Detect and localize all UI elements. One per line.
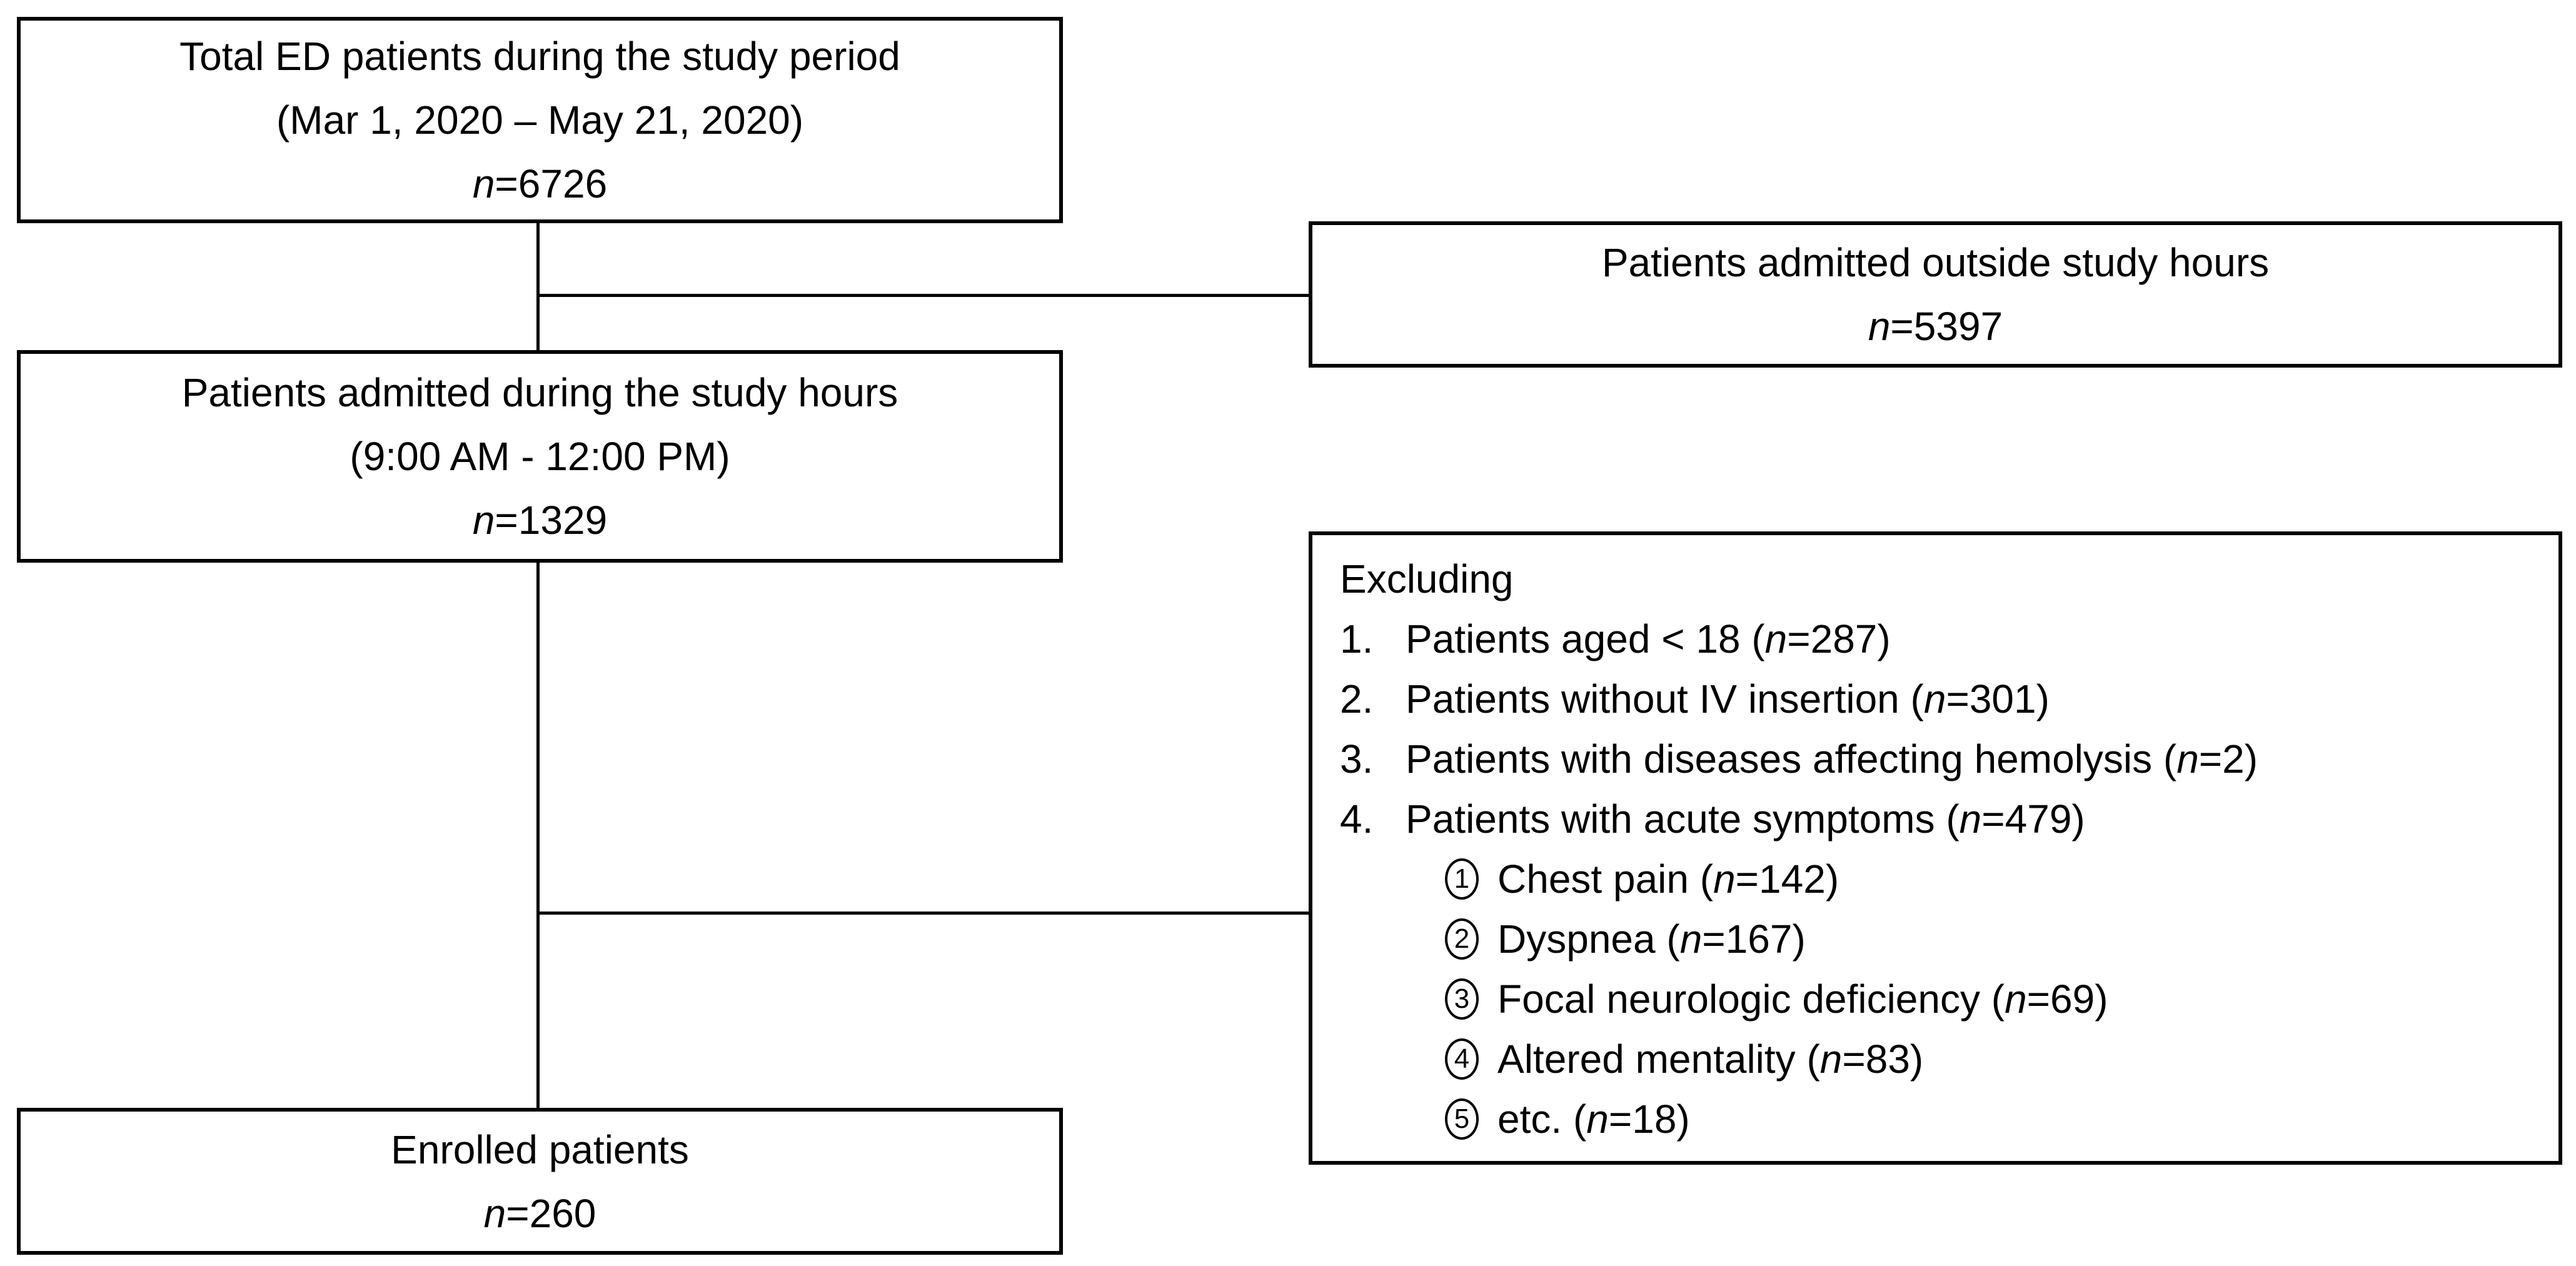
n-value: =301)	[1946, 676, 2050, 721]
subitem-text: etc. (n=18)	[1497, 1089, 1690, 1149]
list-number: 4.	[1340, 796, 1374, 841]
exclusion-subitem-1: 1 Chest pain (n=142)	[1445, 849, 2540, 909]
exclusion-subitem-4: 4 Altered mentality (n=83)	[1445, 1029, 2540, 1089]
n-symbol: n	[2176, 736, 2199, 781]
connector-during-to-enrolled	[536, 561, 540, 1110]
exclusion-item-text: Patients with diseases affecting hemolys…	[1406, 729, 2258, 789]
exclusion-item-2: 2. Patients without IV insertion (n=301)	[1340, 669, 2540, 729]
n-symbol: n	[1923, 676, 1946, 721]
n-symbol: n	[1713, 857, 1736, 902]
list-number: 3.	[1340, 736, 1374, 781]
n-value: =83)	[1842, 1037, 1924, 1082]
box-exclusion-criteria: Excluding 1. Patients aged < 18 (n=287) …	[1309, 531, 2562, 1165]
list-number: 2.	[1340, 676, 1374, 721]
item-text: Patients with diseases affecting hemolys…	[1406, 736, 2177, 781]
exclusion-item-3: 3. Patients with diseases affecting hemo…	[1340, 729, 2540, 789]
item-text: Altered mentality (	[1497, 1037, 1820, 1082]
circled-number: 1	[1454, 863, 1470, 894]
exclusion-subitem-2: 2 Dyspnea (n=167)	[1445, 909, 2540, 969]
n-value: =142)	[1735, 857, 1839, 902]
list-number: 1.	[1340, 616, 1374, 661]
circled-number-marker: 4	[1445, 1038, 1479, 1080]
item-text: Dyspnea (	[1497, 917, 1680, 962]
box-total-line2: (Mar 1, 2020 – May 21, 2020)	[276, 98, 804, 143]
n-value: =5397	[1890, 304, 2003, 349]
exclusion-item-text: Patients with acute symptoms (n=479)	[1406, 789, 2085, 849]
n-value: =69)	[2026, 977, 2108, 1022]
n-symbol: n	[472, 161, 495, 206]
exclusion-subitem-5: 5 etc. (n=18)	[1445, 1089, 2540, 1149]
box-during-line2: (9:00 AM - 12:00 PM)	[350, 434, 730, 479]
exclusion-item-4: 4. Patients with acute symptoms (n=479)	[1340, 789, 2540, 849]
box-during-study-hours: Patients admitted during the study hours…	[17, 350, 1063, 563]
n-value: =167)	[1702, 917, 1806, 962]
box-total-line1: Total ED patients during the study perio…	[179, 34, 900, 79]
connector-total-to-during	[536, 223, 540, 352]
connector-branch-excluding	[538, 912, 1309, 915]
n-symbol: n	[1868, 304, 1891, 349]
item-text: Patients aged < 18 (	[1406, 616, 1765, 661]
item-text: Focal neurologic deficiency (	[1497, 977, 2005, 1022]
n-symbol: n	[2005, 977, 2027, 1022]
exclusion-item-1: 1. Patients aged < 18 (n=287)	[1340, 609, 2540, 669]
exclusion-title: Excluding	[1340, 556, 1514, 601]
subitem-text: Focal neurologic deficiency (n=69)	[1497, 969, 2108, 1029]
box-during-count: n=1329	[473, 488, 607, 552]
n-symbol: n	[472, 498, 495, 543]
box-during-line1: Patients admitted during the study hours	[181, 370, 898, 415]
box-total-ed-patients: Total ED patients during the study perio…	[17, 17, 1063, 223]
box-total-count: n=6726	[473, 152, 607, 216]
exclusion-item-text: Patients without IV insertion (n=301)	[1406, 669, 2050, 729]
item-text: etc. (	[1497, 1097, 1587, 1142]
n-value: =6726	[495, 161, 608, 206]
subitem-text: Altered mentality (n=83)	[1497, 1029, 1923, 1089]
n-symbol: n	[1764, 616, 1788, 661]
n-value: =479)	[1981, 796, 2085, 841]
item-text: Patients without IV insertion (	[1406, 676, 1924, 721]
exclusion-item-text: Patients aged < 18 (n=287)	[1406, 609, 1891, 669]
n-value: =1329	[495, 498, 608, 543]
box-outside-line1: Patients admitted outside study hours	[1601, 240, 2270, 285]
subitem-text: Dyspnea (n=167)	[1497, 909, 1806, 969]
circled-number: 3	[1454, 983, 1470, 1014]
circled-number: 5	[1454, 1103, 1470, 1134]
subitem-text: Chest pain (n=142)	[1497, 849, 1839, 909]
circled-number: 2	[1454, 923, 1470, 954]
box-enrolled-patients: Enrolled patients n=260	[17, 1108, 1063, 1255]
item-text: Chest pain (	[1497, 857, 1714, 902]
n-value: =287)	[1787, 616, 1891, 661]
n-value: =260	[506, 1190, 596, 1236]
n-symbol: n	[1586, 1097, 1609, 1142]
exclusion-subitem-3: 3 Focal neurologic deficiency (n=69)	[1445, 969, 2540, 1029]
box-enrolled-line1: Enrolled patients	[391, 1127, 689, 1172]
box-outside-count: n=5397	[1868, 294, 2003, 358]
n-symbol: n	[1679, 917, 1703, 962]
n-symbol: n	[483, 1190, 506, 1236]
box-outside-study-hours: Patients admitted outside study hours n=…	[1309, 221, 2562, 368]
connector-branch-outside-hours	[538, 294, 1309, 297]
n-symbol: n	[1959, 796, 1982, 841]
circled-number-marker: 2	[1445, 918, 1479, 960]
item-text: Patients with acute symptoms (	[1406, 796, 1960, 841]
circled-number: 4	[1454, 1043, 1470, 1074]
circled-number-marker: 3	[1445, 978, 1479, 1020]
circled-number-marker: 1	[1445, 858, 1479, 900]
circled-number-marker: 5	[1445, 1098, 1479, 1140]
n-symbol: n	[1819, 1037, 1843, 1082]
n-value: =18)	[1608, 1097, 1690, 1142]
box-enrolled-count: n=260	[484, 1182, 596, 1245]
n-value: =2)	[2198, 736, 2258, 781]
